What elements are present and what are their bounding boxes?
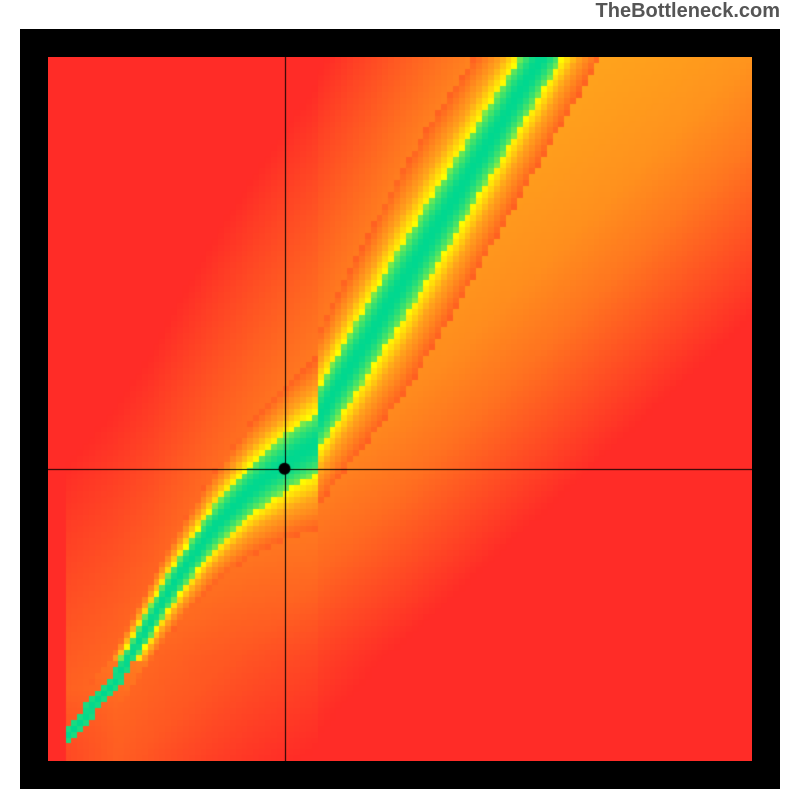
- chart-container: TheBottleneck.com: [0, 0, 800, 800]
- crosshair-overlay: [48, 57, 752, 761]
- watermark-text: TheBottleneck.com: [596, 0, 780, 23]
